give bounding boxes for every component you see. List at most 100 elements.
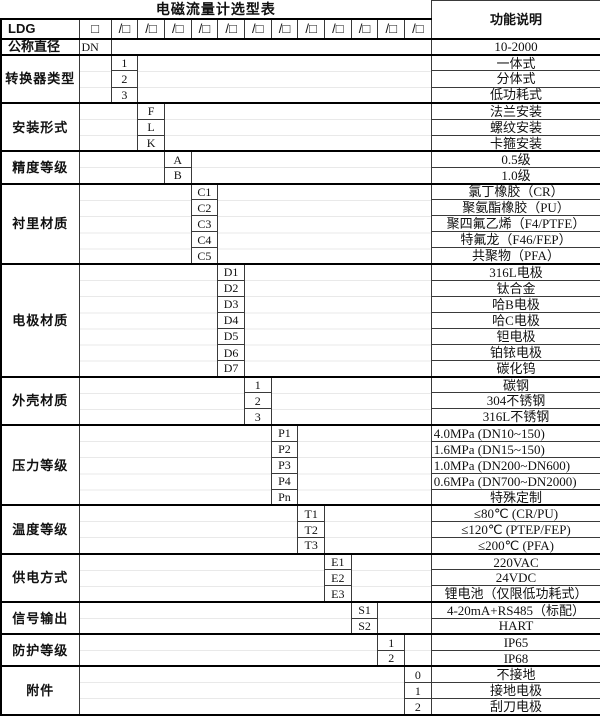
option-code: 1 [110, 53, 139, 72]
option-code: P1 [270, 423, 299, 442]
option-value: 1.0MPa (DN200~DN600) [430, 456, 600, 474]
option-code: B [163, 166, 192, 185]
section-label-installation: 安装形式 [0, 102, 80, 152]
section-label-electrode: 电极材质 [0, 263, 80, 378]
option-code: C5 [190, 247, 219, 265]
option-value: 0.5级 [430, 150, 600, 168]
option-value: 1.6MPa (DN15~150) [430, 440, 600, 458]
option-code: T3 [297, 537, 325, 555]
option-value: 316L电极 [430, 263, 600, 281]
option-code: 2 [110, 70, 139, 88]
spacer [78, 665, 406, 716]
model-slot: /□ [270, 18, 299, 40]
model-box: □ [78, 18, 112, 40]
option-code: 2 [404, 698, 432, 716]
option-code: C4 [190, 231, 219, 249]
option-value: 不接地 [430, 665, 600, 683]
option-code: 1 [243, 375, 272, 394]
spacer [297, 423, 432, 506]
option-value: 4-20mA+RS485（标配） [430, 601, 600, 619]
spacer [217, 182, 432, 265]
option-code: D3 [217, 295, 245, 313]
model-slot: /□ [324, 18, 352, 40]
option-code: E1 [324, 552, 352, 571]
option-code: T2 [297, 521, 325, 539]
option-code: C2 [190, 199, 219, 217]
model-slot: /□ [190, 18, 219, 40]
option-value: 碳钢 [430, 375, 600, 394]
option-code: Pn [270, 488, 299, 506]
option-value: 低功耗式 [430, 86, 600, 104]
section-label-signal-output: 信号输出 [0, 601, 80, 635]
spacer [78, 552, 325, 603]
spacer [78, 102, 139, 152]
option-value: 聚四氟乙烯（F4/PTFE） [430, 215, 600, 233]
spacer [377, 601, 432, 635]
option-value: 特殊定制 [430, 488, 600, 506]
option-value: 特氟龙（F46/FEP） [430, 231, 600, 249]
option-code: P4 [270, 472, 299, 490]
option-code: 3 [243, 408, 272, 426]
spacer [163, 102, 432, 152]
section-label-accuracy: 精度等级 [0, 150, 80, 185]
option-code: L [137, 118, 165, 136]
function-column-header: 功能说明 [430, 0, 600, 40]
section-label-pressure: 压力等级 [0, 423, 80, 506]
page-title: 电磁流量计选型表 [1, 0, 432, 20]
spacer [78, 182, 192, 265]
option-code: 2 [243, 392, 272, 410]
option-value: 10-2000 [430, 37, 600, 56]
option-value: ≤200℃ (PFA) [430, 537, 600, 555]
model-slot: /□ [110, 18, 139, 40]
option-value: 碳化钨 [430, 360, 600, 378]
option-value: 钛合金 [430, 279, 600, 297]
section-label-housing: 外壳材质 [0, 375, 80, 426]
spacer [110, 37, 432, 56]
option-code: S1 [350, 601, 379, 619]
spacer [78, 375, 245, 426]
option-value: ≤120℃ (PTEP/FEP) [430, 521, 600, 539]
option-code: D5 [217, 327, 245, 346]
spacer [270, 375, 432, 426]
section-label-power-supply: 供电方式 [0, 552, 80, 603]
option-code: S2 [350, 617, 379, 635]
option-value: 氯丁橡胶（CR） [430, 182, 600, 201]
option-value: 螺纹安装 [430, 118, 600, 136]
spacer [190, 150, 432, 185]
section-label-temperature: 温度等级 [0, 504, 80, 555]
option-value: 一体式 [430, 53, 600, 72]
option-code: 0 [404, 665, 432, 683]
option-code: 1 [404, 681, 432, 700]
spacer [243, 263, 432, 378]
option-code: E3 [324, 585, 352, 603]
option-code: F [137, 102, 165, 120]
option-code: DN [78, 37, 112, 56]
option-value: 304不锈钢 [430, 392, 600, 410]
model-slot: /□ [243, 18, 272, 40]
option-value: 哈C电极 [430, 311, 600, 329]
spacer [404, 633, 432, 667]
model-slot: /□ [217, 18, 245, 40]
option-value: 法兰安装 [430, 102, 600, 120]
option-code: A [163, 150, 192, 168]
option-code: E2 [324, 569, 352, 587]
option-code: 1 [377, 633, 406, 651]
model-slot: /□ [297, 18, 325, 40]
option-code: T1 [297, 504, 325, 523]
option-code: C3 [190, 215, 219, 233]
model-slot: /□ [163, 18, 192, 40]
section-label-protection: 防护等级 [0, 633, 80, 667]
spacer [78, 423, 272, 506]
option-value: 锂电池（仅限低功耗式） [430, 585, 600, 603]
option-value: 接地电极 [430, 681, 600, 700]
section-label-diameter: 公称直径 [0, 37, 80, 56]
option-code: D2 [217, 279, 245, 297]
option-value: HART [430, 617, 600, 635]
spacer [78, 601, 352, 635]
option-code: D7 [217, 360, 245, 378]
option-value: 220VAC [430, 552, 600, 571]
option-code: D1 [217, 263, 245, 281]
option-value: 聚氨酯橡胶（PU） [430, 199, 600, 217]
